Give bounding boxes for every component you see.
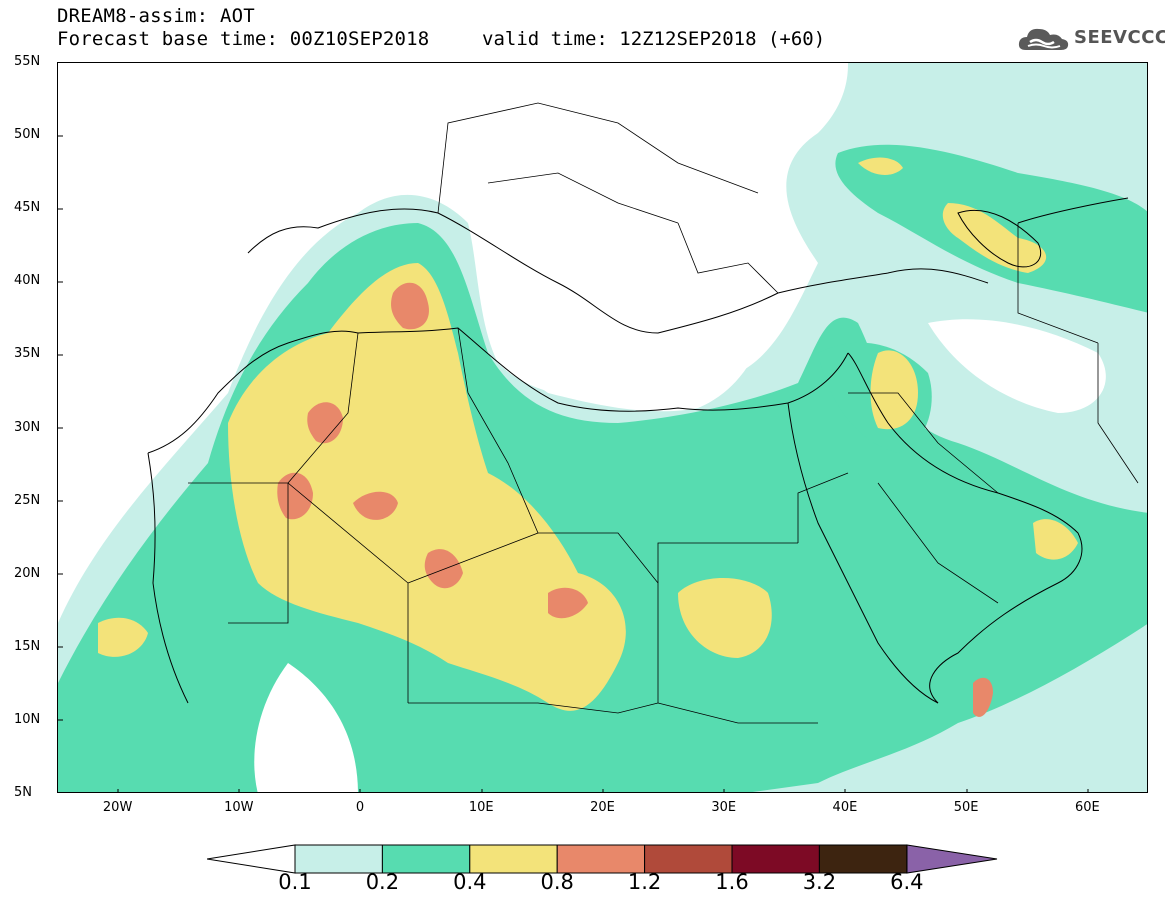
lat-label: 20N — [14, 565, 41, 581]
base-time: Forecast base time: 00Z10SEP2018 — [57, 28, 430, 50]
lat-label: 10N — [14, 711, 41, 727]
colorbar-cell — [556, 844, 646, 874]
aot-contour-0.8 — [277, 282, 993, 717]
aot-contour-0.4 — [98, 157, 1078, 711]
colorbar-label: 6.4 — [890, 870, 924, 894]
lat-label: 30N — [14, 419, 41, 435]
country-borders — [188, 102, 1139, 724]
colorbar-cell — [731, 844, 820, 874]
lat-label: 35N — [14, 346, 41, 362]
colorbar-label: 0.4 — [453, 870, 487, 894]
lon-label: 10W — [224, 800, 254, 815]
seevccc-logo: SEEVCCC — [1016, 22, 1165, 56]
coastlines — [147, 197, 1129, 704]
colorbar-label: 0.1 — [278, 870, 312, 894]
lon-label: 50E — [953, 800, 979, 815]
lat-label: 50N — [14, 127, 41, 143]
lat-label: 25N — [14, 492, 41, 508]
lat-label: 15N — [14, 638, 41, 654]
colorbar-label: 1.2 — [627, 870, 662, 894]
colorbar-cells — [294, 844, 908, 874]
colorbar-cell — [818, 844, 908, 874]
map-canvas — [58, 63, 1147, 792]
lon-label: 30E — [711, 800, 737, 815]
cloud-icon — [1018, 28, 1069, 50]
lat-label: 45N — [14, 200, 41, 216]
lon-label: 10E — [468, 800, 494, 815]
colorbar-label: 0.8 — [540, 870, 574, 894]
colorbar-label: 3.2 — [802, 870, 837, 894]
lon-label: 20E — [590, 800, 615, 815]
colorbar-over-arrow — [906, 844, 998, 874]
colorbar-cell — [469, 844, 558, 874]
aot-map[interactable] — [57, 62, 1148, 793]
valid-time: valid time: 12Z12SEP2018 (+60) — [482, 28, 826, 50]
logo-text: SEEVCCC — [1074, 27, 1165, 48]
lon-label: 20W — [102, 800, 133, 815]
lon-label: 0 — [355, 800, 365, 815]
colorbar-cell — [644, 844, 733, 874]
colorbar — [207, 844, 998, 874]
lon-label: 60E — [1074, 800, 1100, 815]
colorbar-cell — [294, 844, 383, 874]
lon-label: 40E — [832, 800, 858, 815]
lat-label: 5N — [14, 785, 32, 800]
lat-label: 55N — [14, 54, 41, 69]
colorbar-label: 1.6 — [715, 870, 749, 894]
colorbar-label: 0.2 — [365, 870, 400, 894]
graticule-ticks — [58, 135, 1089, 792]
product-title: DREAM8-assim: AOT — [57, 5, 255, 27]
colorbar-cell — [381, 844, 471, 874]
lat-label: 40N — [14, 273, 41, 289]
aot-clear-areas — [58, 63, 1106, 792]
colorbar-under-arrow — [207, 844, 296, 874]
